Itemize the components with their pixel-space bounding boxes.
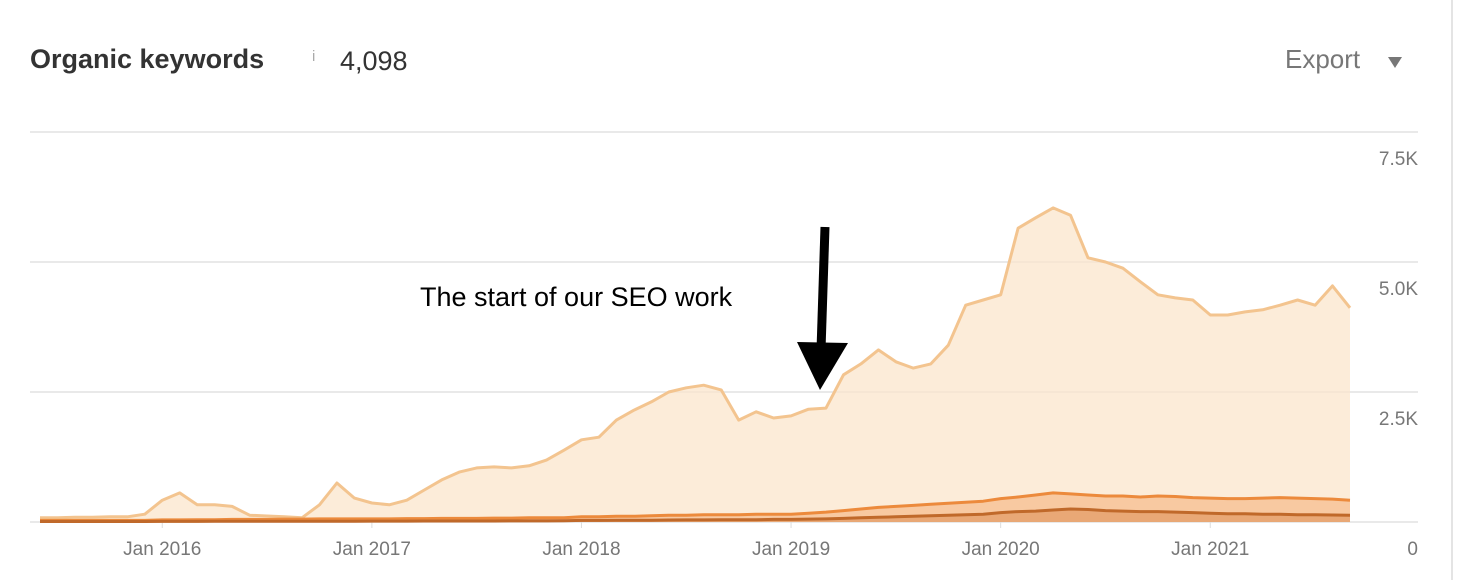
line: [40, 491, 1351, 522]
keyword-count: 4,098: [340, 46, 408, 76]
x-tick-label: Jan 2021: [1171, 539, 1249, 560]
x-tick-label: Jan 2016: [123, 539, 201, 560]
area: [40, 207, 1350, 522]
annotation: The start of our SEO work: [420, 282, 733, 312]
y-tick-label: 0: [1407, 539, 1418, 560]
title: Organic keywords: [30, 44, 265, 74]
y-tick-label: 5.0K: [1379, 279, 1418, 300]
y-tick-label: 2.5K: [1379, 409, 1418, 430]
info-icon[interactable]: i: [312, 48, 316, 65]
export-button[interactable]: Export: [1285, 44, 1361, 74]
x-tick-label: Jan 2017: [333, 539, 411, 560]
x-tick-label: Jan 2018: [542, 539, 620, 560]
line: [40, 206, 1352, 520]
annotation-arrow-shaft: [816, 226, 830, 351]
line: [40, 507, 1351, 523]
annotation-arrow-head: [797, 342, 848, 390]
y-tick-label: 7.5K: [1379, 149, 1418, 170]
x-tick-label: Jan 2019: [752, 539, 830, 560]
x-tick-label: Jan 2020: [962, 539, 1040, 560]
export-caret[interactable]: [1388, 57, 1402, 68]
